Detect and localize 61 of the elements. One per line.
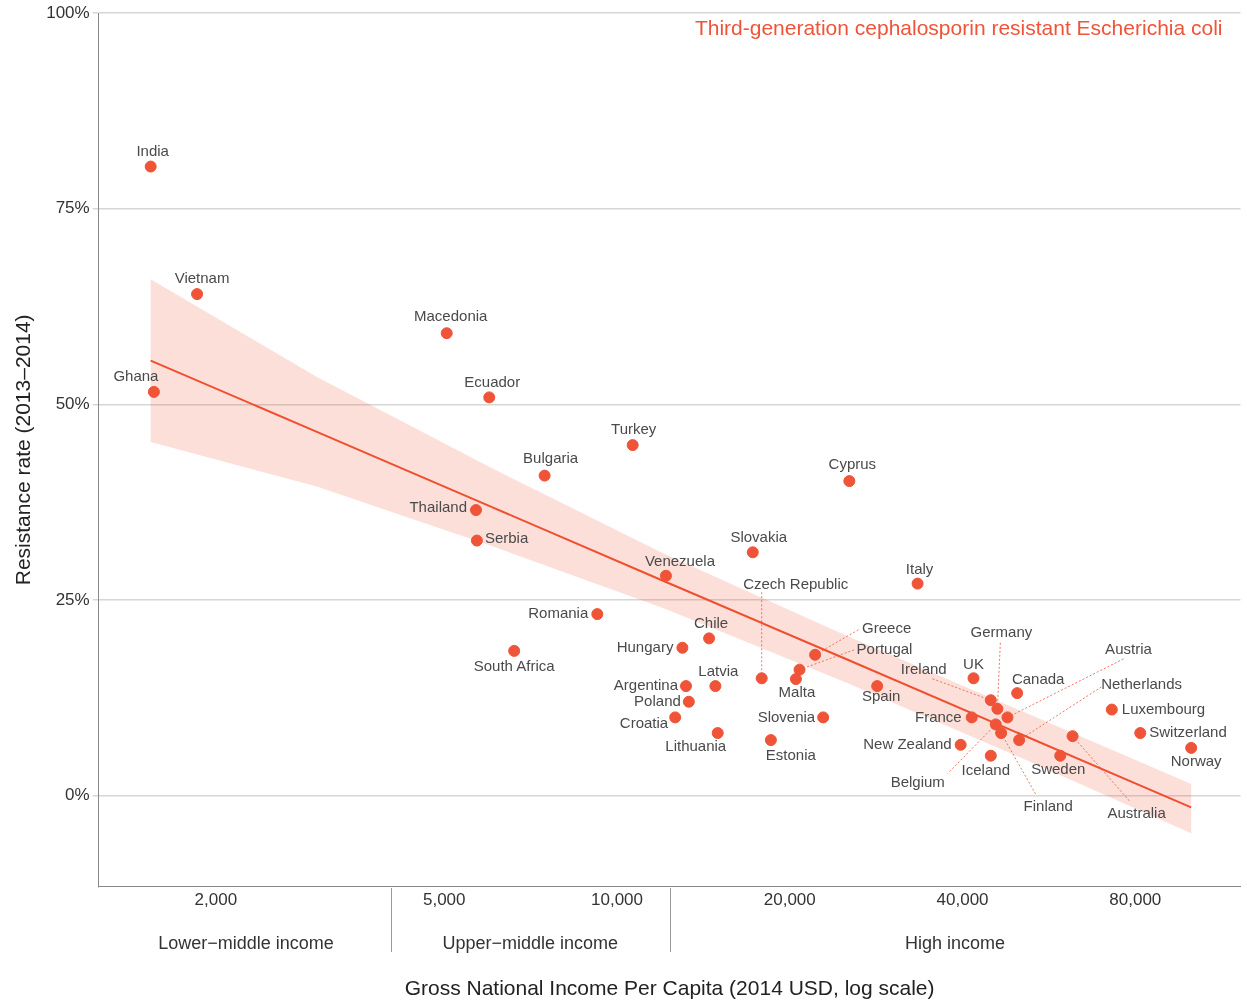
annotation: Austria [1105,639,1153,657]
annotation: France [915,707,962,725]
x-axis-title: Gross National Income Per Capita (2014 USD, log scale) [404,976,935,1000]
annotation: Latvia [698,662,740,680]
annotation: South Africa [473,657,556,675]
annotation: Slovakia [730,528,788,546]
annotation: Romania [528,604,589,622]
y-tick-label: 100% [46,2,90,22]
annotation: Lithuania [665,737,727,755]
y-tick-label: 75% [55,198,90,218]
annotation: Slovenia [757,707,816,725]
y-tick-label: 0% [65,785,90,805]
annotation: Greece [862,618,912,636]
annotation: Norway [1170,752,1223,770]
x-tick-label: 10,000 [591,890,643,910]
text: High income [905,933,1006,954]
annotation: Cyprus [828,455,877,473]
annotation: Czech Republic [743,575,849,593]
annotation: Macedonia [414,307,489,325]
annotation: Venezuela [644,551,716,569]
y-axis-title: Resistance rate (2013–2014) [11,314,35,586]
annotation: Bulgaria [523,448,579,466]
x-tick-label: 40,000 [936,890,989,910]
annotation: Belgium [890,772,945,790]
annotation: Vietnam [174,269,230,287]
annotation: Canada [1011,670,1066,688]
annotation: Ghana [113,367,160,385]
annotation: India [136,141,170,159]
x-tick-label: 20,000 [763,890,816,910]
annotation: Portugal [856,639,913,657]
x-tick-label: 2,000 [194,890,238,910]
annotation: Turkey [611,420,657,438]
annotation: Spain [861,687,901,705]
annotation: Thailand [409,498,468,516]
annotation: Chile [694,613,729,631]
annotation: New Zealand [863,734,952,752]
annotation: UK [963,655,984,673]
chart-title: Third-generation cephalosporin resistant Escherichia coli [694,16,1223,39]
annotation: Australia [1107,804,1167,822]
x-tick-label: 5,000 [422,890,466,910]
annotation: Germany [970,622,1033,640]
text: Lower−middle income [158,933,334,954]
y-tick-label: 50% [55,394,90,414]
annotation: Switzerland [1149,723,1227,741]
x-tick-label: 80,000 [1109,890,1162,910]
annotation: Estonia [765,746,817,764]
annotation: Malta [778,683,816,701]
annotation: Iceland [961,760,1010,778]
annotation: Hungary [616,637,674,655]
annotation: Luxembourg [1121,699,1206,717]
annotation: Netherlands [1101,675,1183,693]
y-tick-label: 25% [55,589,90,609]
annotation: Serbia [484,528,529,546]
annotation: Argentina [613,676,679,694]
annotation: Ireland [900,660,947,678]
annotation: Ecuador [464,372,521,390]
annotation: Croatia [619,713,669,731]
annotation: Sweden [1031,759,1086,777]
annotation: Finland [1023,797,1073,815]
text: Upper−middle income [442,933,619,954]
annotation: Italy [905,559,934,577]
